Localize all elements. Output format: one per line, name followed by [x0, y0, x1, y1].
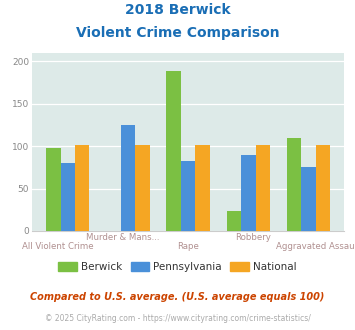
Bar [135, 145, 150, 231]
Bar [46, 148, 61, 231]
Text: 2018 Berwick: 2018 Berwick [125, 3, 230, 17]
Text: Compared to U.S. average. (U.S. average equals 100): Compared to U.S. average. (U.S. average … [30, 292, 325, 302]
Bar [241, 155, 256, 231]
Text: All Violent Crime: All Violent Crime [22, 242, 94, 250]
Text: Murder & Mans...: Murder & Mans... [86, 233, 160, 242]
Bar [166, 72, 181, 231]
Text: Robbery: Robbery [235, 233, 271, 242]
Bar [301, 167, 316, 231]
Text: Rape: Rape [177, 242, 199, 250]
Bar [121, 125, 135, 231]
Bar [195, 145, 210, 231]
Text: Aggravated Assault: Aggravated Assault [276, 242, 355, 250]
Legend: Berwick, Pennsylvania, National: Berwick, Pennsylvania, National [54, 258, 301, 276]
Text: Violent Crime Comparison: Violent Crime Comparison [76, 26, 279, 40]
Bar [75, 145, 89, 231]
Bar [226, 211, 241, 231]
Bar [256, 145, 270, 231]
Bar [181, 161, 195, 231]
Text: © 2025 CityRating.com - https://www.cityrating.com/crime-statistics/: © 2025 CityRating.com - https://www.city… [45, 314, 310, 323]
Bar [287, 138, 301, 231]
Bar [316, 145, 330, 231]
Bar [61, 163, 75, 231]
